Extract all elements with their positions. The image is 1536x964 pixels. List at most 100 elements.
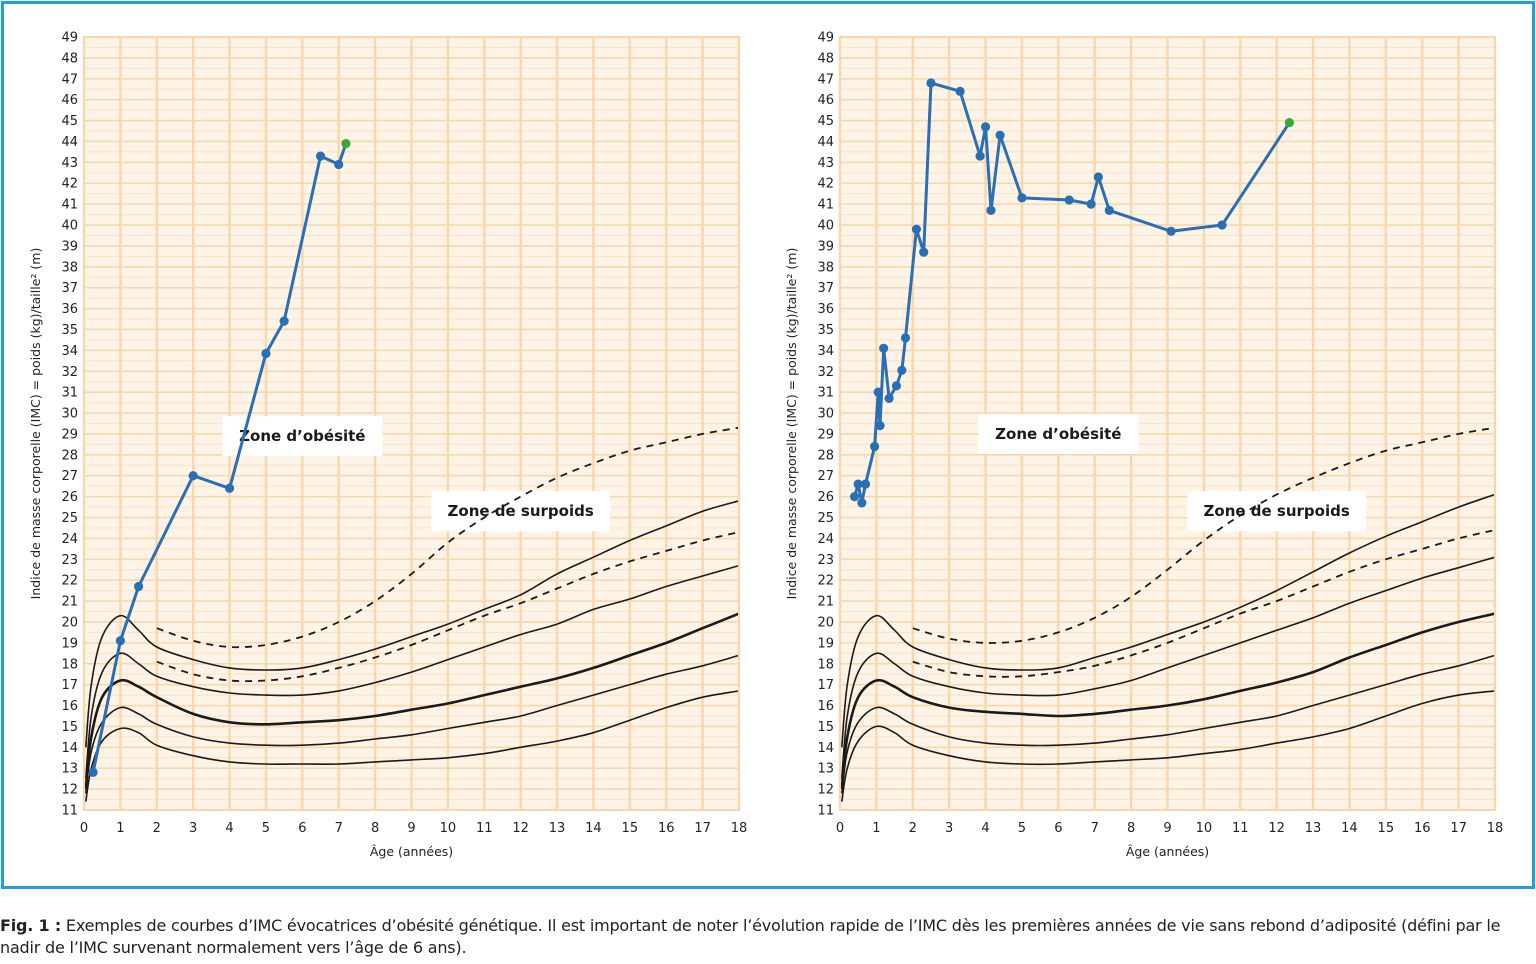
- zone-label-background: [431, 491, 611, 532]
- y-tick-label: 23: [817, 553, 834, 568]
- patient-data-point: [1086, 199, 1096, 209]
- x-tick-label: 7: [1091, 821, 1099, 836]
- patient-data-point: [891, 381, 902, 391]
- patient-bmi-line: [91, 143, 348, 773]
- y-tick-label: 49: [817, 31, 834, 46]
- patient-data-point: [873, 387, 883, 397]
- reference-curve-p90-dashed: [156, 531, 740, 683]
- x-tick-label: 18: [731, 821, 748, 836]
- y-tick-label: 47: [61, 72, 78, 87]
- patient-data-point: [115, 636, 125, 646]
- y-tick-label: 23: [61, 553, 78, 568]
- y-tick-label: 18: [61, 657, 78, 672]
- y-tick-label: 37: [61, 281, 78, 296]
- patient-data-point: [1064, 195, 1074, 205]
- y-tick-label: 40: [61, 219, 78, 234]
- plot-border: [839, 36, 1496, 811]
- patient-data-point: [1166, 226, 1176, 236]
- x-tick-label: 13: [549, 821, 566, 836]
- y-tick-label: 14: [817, 741, 834, 756]
- y-tick-label: 16: [817, 699, 834, 714]
- reference-curve-p3: [841, 690, 1496, 802]
- y-tick-label: 28: [817, 448, 834, 463]
- x-tick-label: 8: [371, 821, 379, 836]
- caption-text: Exemples de courbes d’IMC évocatrices d’…: [0, 916, 1501, 957]
- x-tick-label: 3: [945, 821, 953, 836]
- y-tick-label: 34: [817, 344, 834, 359]
- x-tick-label: 4: [225, 821, 233, 836]
- x-tick-label: 13: [1305, 821, 1322, 836]
- bmi-chart-left: 1112131415161718192021222324252627282930…: [28, 31, 748, 860]
- x-tick-label: 17: [1450, 821, 1467, 836]
- patient-data-point: [911, 224, 922, 234]
- x-tick-label: 1: [872, 821, 880, 836]
- zone-label-background: [222, 416, 383, 457]
- patient-data-point: [88, 767, 98, 777]
- x-tick-label: 5: [262, 821, 270, 836]
- y-tick-label: 37: [817, 281, 834, 296]
- x-tick-label: 12: [512, 821, 529, 836]
- y-tick-label: 45: [817, 114, 834, 129]
- patient-data-point: [955, 86, 965, 96]
- patient-data-point: [857, 498, 867, 508]
- patient-data-point: [1104, 205, 1114, 216]
- patient-data-point: [980, 122, 991, 132]
- patient-data-point: [995, 130, 1005, 140]
- x-tick-label: 1: [116, 821, 124, 836]
- y-tick-label: 11: [817, 804, 834, 819]
- y-tick-label: 27: [61, 469, 78, 484]
- patient-latest-point: [1284, 118, 1295, 128]
- x-tick-label: 7: [335, 821, 343, 836]
- y-tick-label: 46: [817, 93, 834, 108]
- y-tick-label: 42: [817, 177, 834, 192]
- x-tick-label: 6: [298, 821, 306, 836]
- patient-data-point: [884, 393, 894, 404]
- patient-data-point: [133, 581, 144, 592]
- y-tick-label: 44: [817, 135, 834, 150]
- y-tick-label: 13: [61, 762, 78, 777]
- y-tick-label: 28: [61, 448, 78, 463]
- patient-latest-point: [341, 138, 351, 149]
- y-tick-label: 41: [817, 198, 834, 213]
- reference-curve-p90: [85, 564, 740, 779]
- patient-data-point: [919, 247, 929, 257]
- patient-bmi-line: [853, 81, 1291, 505]
- caption-label: Fig. 1 :: [0, 916, 62, 935]
- reference-curve-p10: [85, 654, 740, 794]
- patient-data-point: [334, 159, 344, 170]
- y-tick-label: 30: [61, 407, 78, 422]
- y-tick-label: 25: [61, 511, 78, 526]
- y-tick-label: 35: [817, 323, 834, 338]
- y-tick-label: 13: [817, 762, 834, 777]
- x-tick-label: 18: [1487, 821, 1504, 836]
- y-tick-label: 11: [61, 804, 78, 819]
- x-tick-label: 9: [1163, 821, 1171, 836]
- y-tick-label: 22: [817, 574, 834, 589]
- reference-curve-p97: [85, 500, 740, 748]
- y-tick-label: 25: [817, 511, 834, 526]
- y-tick-label: 16: [61, 699, 78, 714]
- reference-curve-p50: [840, 612, 1496, 790]
- x-tick-label: 8: [1127, 821, 1135, 836]
- x-tick-label: 11: [1232, 821, 1249, 836]
- y-tick-label: 39: [61, 239, 78, 254]
- patient-data-point: [224, 483, 235, 493]
- x-tick-label: 14: [1341, 821, 1358, 836]
- patient-data-point: [1017, 193, 1027, 203]
- y-tick-label: 12: [817, 783, 834, 798]
- grid: [838, 36, 1497, 811]
- figure-frame: [1, 1, 1535, 889]
- y-tick-label: 32: [61, 365, 78, 380]
- y-tick-label: 26: [61, 490, 78, 505]
- x-axis-label: Âge (années): [1126, 844, 1209, 859]
- zone-obesity-label: Zone d’obésité: [995, 425, 1121, 443]
- y-tick-label: 39: [817, 239, 834, 254]
- y-tick-label: 15: [61, 720, 78, 735]
- patient-data-point: [1093, 172, 1103, 182]
- y-tick-label: 44: [61, 135, 78, 150]
- y-tick-label: 14: [61, 741, 78, 756]
- zone-overweight-label: Zone de surpoids: [448, 502, 594, 520]
- y-tick-label: 38: [61, 260, 78, 275]
- y-tick-label: 42: [61, 177, 78, 192]
- y-tick-label: 21: [61, 595, 78, 610]
